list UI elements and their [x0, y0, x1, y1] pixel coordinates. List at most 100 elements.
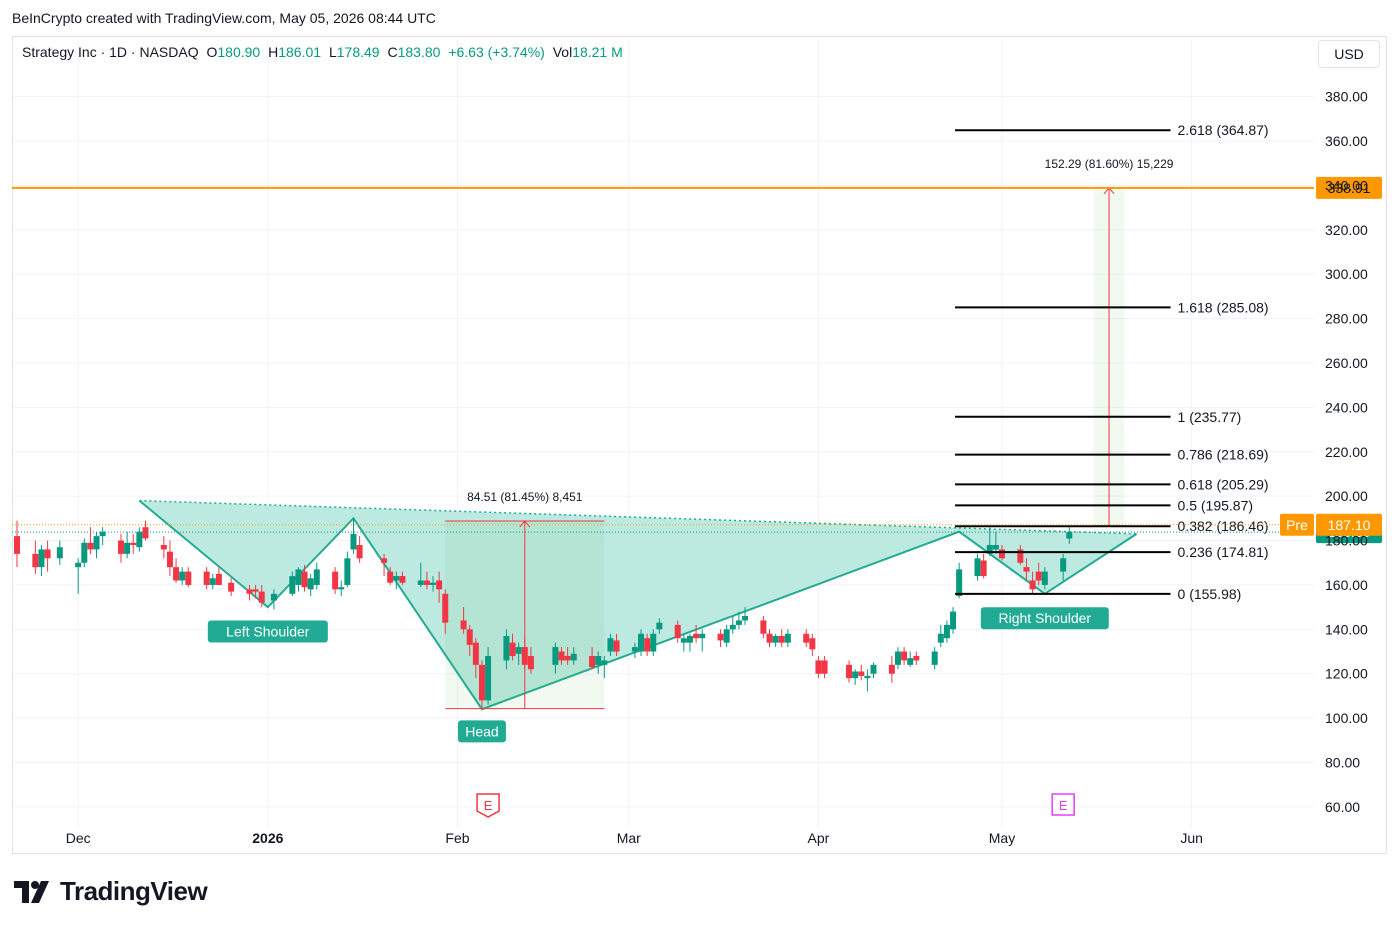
- candle-body: [509, 642, 516, 656]
- measure-label: 152.29 (81.60%) 15,229: [1045, 157, 1174, 171]
- candle-body: [228, 582, 235, 592]
- candle-down: [1017, 544, 1024, 565]
- candle-body: [821, 660, 828, 674]
- candle-up: [295, 567, 302, 592]
- candle-body: [460, 620, 467, 630]
- candle-down: [466, 624, 473, 656]
- candle-body: [998, 549, 1005, 559]
- pattern-label: Right Shoulder: [980, 607, 1109, 630]
- candle-down: [332, 567, 339, 594]
- pattern-label-text: Head: [465, 723, 498, 739]
- candle-down: [472, 638, 479, 679]
- candle-down: [509, 633, 516, 661]
- candle-up: [136, 527, 143, 552]
- candle-up: [1060, 553, 1067, 581]
- candle-body: [760, 620, 767, 634]
- candle-body: [1029, 580, 1036, 590]
- candle-up: [56, 540, 63, 565]
- candle-down: [589, 647, 596, 670]
- candle-up: [607, 633, 614, 656]
- candle-down: [693, 624, 700, 643]
- candle-up: [742, 607, 749, 625]
- candle-body: [686, 635, 693, 643]
- high-value: 186.01: [278, 44, 322, 60]
- candle-up: [894, 647, 901, 670]
- candle-up: [179, 567, 186, 585]
- candle-body: [613, 640, 620, 652]
- candle-up: [93, 531, 100, 559]
- candle-body: [570, 653, 577, 661]
- candle-body: [1035, 571, 1042, 581]
- candle-up: [595, 651, 602, 674]
- candle-up: [735, 611, 742, 630]
- fib-level-label: 0.618 (205.29): [1178, 476, 1269, 492]
- candle-body: [436, 580, 443, 590]
- candle-body: [515, 647, 522, 654]
- candle-down: [301, 564, 308, 592]
- candle-body: [595, 655, 602, 665]
- y-tick-label: 80.00: [1325, 755, 1360, 771]
- candle-body: [338, 587, 345, 590]
- candle-body: [1017, 549, 1024, 563]
- candle-body: [478, 664, 485, 701]
- candle-body: [784, 633, 791, 643]
- candle-body: [130, 542, 137, 545]
- candle-down: [644, 633, 651, 656]
- candle-down: [130, 533, 137, 554]
- symbol-name[interactable]: Strategy Inc · 1D · NASDAQ: [22, 44, 199, 60]
- candle-body: [466, 629, 473, 645]
- candle-body: [142, 527, 149, 539]
- candle-down: [436, 571, 443, 603]
- candle-body: [723, 629, 730, 643]
- candle-down: [888, 655, 895, 683]
- candle-body: [387, 571, 394, 583]
- candle-body: [301, 571, 308, 588]
- candle-body: [735, 620, 742, 625]
- y-tick-label: 180.00: [1325, 533, 1368, 549]
- candle-up: [570, 647, 577, 665]
- candle-body: [974, 558, 981, 577]
- pattern-label-bg: [980, 607, 1109, 630]
- candle-body: [674, 624, 681, 639]
- earnings-marker-shape: [476, 793, 500, 818]
- candle-body: [393, 576, 400, 581]
- candle-up: [344, 551, 351, 588]
- candle-down: [980, 553, 987, 579]
- candle-up: [631, 642, 638, 659]
- candle-down: [423, 571, 430, 590]
- fib-level-label: 0.5 (195.87): [1178, 497, 1254, 513]
- candle-down: [558, 647, 565, 665]
- chart-frame: [12, 36, 1387, 854]
- candle-up: [515, 642, 522, 665]
- candle-body: [166, 551, 173, 568]
- candle-body: [950, 611, 957, 630]
- candle-down: [215, 567, 222, 585]
- candle-up: [870, 662, 877, 679]
- candle-down: [252, 584, 259, 599]
- candle-body: [907, 658, 914, 665]
- candle-body: [87, 542, 94, 550]
- pattern-label-bg: [207, 620, 328, 643]
- candle-up: [974, 553, 981, 581]
- price-axis: 380.00 360.00 340.00 320.00 300.00 280.00 260.…: [1325, 89, 1368, 815]
- y-tick-label: 280.00: [1325, 311, 1368, 327]
- earnings-marker-text: E: [484, 798, 493, 813]
- pattern-fill: [139, 500, 1137, 710]
- y-tick-label: 60.00: [1325, 799, 1360, 815]
- candle-body: [888, 664, 895, 674]
- candle-body: [1060, 558, 1067, 572]
- candle-body: [430, 582, 437, 585]
- high-label: H: [268, 44, 279, 60]
- candle-up: [430, 576, 437, 592]
- tradingview-logo[interactable]: TradingView: [14, 876, 208, 907]
- candle-down: [173, 558, 180, 583]
- target-price-tag: [1316, 176, 1382, 199]
- candle-body: [44, 549, 51, 559]
- pattern-label: Left Shoulder: [207, 620, 328, 643]
- currency-button[interactable]: USD: [1318, 40, 1380, 68]
- y-tick-label: 260.00: [1325, 355, 1368, 371]
- pre-market-price-tag: [1316, 513, 1382, 536]
- neckline: [139, 499, 1137, 535]
- candle-up: [313, 562, 320, 590]
